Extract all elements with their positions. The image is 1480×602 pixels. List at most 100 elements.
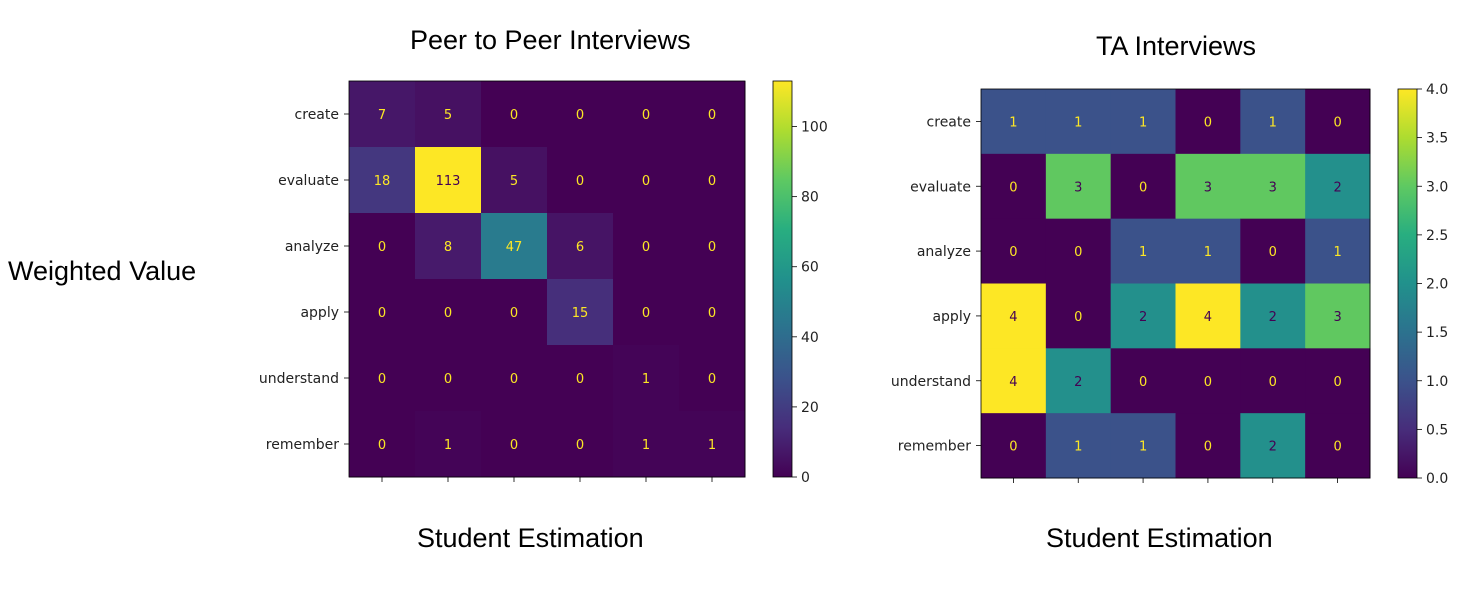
peer-cell-label-r3-c2: 0 (510, 306, 518, 321)
ta-cell-label-r0-c0: 1 (1009, 115, 1017, 130)
peer-cell-label-r3-c5: 0 (708, 306, 716, 321)
peer-colorbar-tick-label: 80 (801, 190, 819, 206)
peer-cell-r2-c5 (679, 213, 746, 280)
ta-cell-r4-c1 (1045, 348, 1112, 414)
peer-cell-r3-c2 (481, 279, 548, 346)
peer-cell-r5-c4 (613, 411, 680, 478)
ta-cell-r1-c0 (981, 153, 1047, 220)
ta-cell-label-r5-c1: 1 (1074, 440, 1082, 455)
ta-cell-r2-c0 (981, 218, 1047, 284)
peer-colorbar-tick-label: 100 (801, 120, 828, 136)
ta-cell-r1-c5 (1305, 153, 1371, 220)
ta-cell-label-r5-c4: 2 (1269, 440, 1277, 455)
peer-cell-label-r3-c1: 0 (444, 306, 452, 321)
ta-row-label-understand: understand (891, 374, 971, 390)
peer-cell-label-r4-c0: 0 (378, 372, 386, 387)
peer-cell-r1-c1 (415, 147, 482, 214)
peer-cell-r5-c3 (547, 411, 614, 478)
ta-cell-label-r2-c2: 1 (1139, 245, 1147, 260)
peer-cell-label-r4-c3: 0 (576, 372, 584, 387)
ta-cell-r3-c5 (1305, 283, 1371, 349)
peer-row-label-understand: understand (259, 371, 339, 387)
peer-cell-label-r0-c5: 0 (708, 108, 716, 123)
ta-colorbar (1397, 88, 1418, 479)
ta-colorbar-tick-label: 4.0 (1426, 82, 1448, 98)
ta-cell-label-r3-c3: 4 (1204, 310, 1212, 325)
peer-row-label-apply: apply (300, 305, 339, 321)
peer-cell-label-r0-c2: 0 (510, 108, 518, 123)
ta-cell-label-r2-c0: 0 (1009, 245, 1017, 260)
peer-cell-r0-c3 (547, 81, 614, 148)
peer-row-label-create: create (295, 107, 339, 123)
ta-row-label-apply: apply (932, 309, 971, 325)
ta-cell-r4-c4 (1240, 348, 1306, 414)
peer-cell-r2-c4 (613, 213, 680, 280)
peer-cell-r3-c5 (679, 279, 746, 346)
ta-cell-label-r3-c5: 3 (1333, 310, 1341, 325)
peer-cell-r1-c5 (679, 147, 746, 214)
ta-cell-r3-c2 (1110, 283, 1176, 349)
ta-cell-label-r0-c1: 1 (1074, 115, 1082, 130)
ta-cell-label-r4-c1: 2 (1074, 375, 1082, 390)
ta-cell-label-r0-c4: 1 (1269, 115, 1277, 130)
ta-cell-label-r5-c3: 0 (1204, 440, 1212, 455)
ta-cell-r3-c1 (1045, 283, 1112, 349)
peer-cell-label-r1-c0: 18 (374, 174, 391, 189)
peer-cell-r4-c0 (349, 345, 416, 412)
ta-cell-label-r5-c0: 0 (1009, 440, 1017, 455)
ta-colorbar-tick-label: 1.0 (1426, 374, 1448, 390)
ta-cell-label-r1-c1: 3 (1074, 180, 1082, 195)
ta-cell-label-r1-c5: 2 (1333, 180, 1341, 195)
ta-colorbar-tick-label: 0.0 (1426, 471, 1448, 487)
ta-cell-label-r4-c5: 0 (1333, 375, 1341, 390)
peer-cell-r4-c2 (481, 345, 548, 412)
peer-cell-label-r1-c3: 0 (576, 174, 584, 189)
ta-cell-r0-c4 (1240, 89, 1306, 155)
peer-colorbar-tick-label: 40 (801, 330, 819, 346)
shared-y-axis-label: Weighted Value (8, 256, 197, 286)
peer-cell-label-r1-c1: 113 (436, 174, 461, 189)
peer-plot-frame (348, 80, 746, 478)
peer-cell-r0-c0 (349, 81, 416, 148)
ta-cell-r1-c2 (1110, 153, 1176, 220)
peer-cell-r5-c1 (415, 411, 482, 478)
ta-colorbar-tick-label: 1.5 (1426, 325, 1448, 341)
ta-cell-label-r1-c2: 0 (1139, 180, 1147, 195)
ta-cell-label-r5-c5: 0 (1333, 440, 1341, 455)
ta-cell-label-r0-c3: 0 (1204, 115, 1212, 130)
peer-colorbar-tick-label: 0 (801, 470, 810, 486)
ta-cell-r5-c1 (1045, 413, 1112, 479)
peer-cell-label-r2-c1: 8 (444, 240, 452, 255)
peer-cell-r2-c3 (547, 213, 614, 280)
peer-cell-r1-c3 (547, 147, 614, 214)
peer-cell-label-r3-c3: 15 (572, 306, 589, 321)
peer-cell-label-r4-c5: 0 (708, 372, 716, 387)
ta-cell-label-r0-c5: 0 (1333, 115, 1341, 130)
peer-cell-r0-c5 (679, 81, 746, 148)
ta-cell-r5-c5 (1305, 413, 1371, 479)
peer-cell-label-r0-c1: 5 (444, 108, 452, 123)
ta-colorbar-tick-label: 3.5 (1426, 131, 1448, 147)
ta-cell-r4-c0 (981, 348, 1047, 414)
ta-colorbar-tick-label: 2.0 (1426, 277, 1448, 293)
ta-cell-r3-c4 (1240, 283, 1306, 349)
ta-heatmap: 1 1 1 0 1 0 0 3 0 3 3 2 0 0 1 1 0 1 4 0 2 4 2 3 4 2 0 0 0 0 0 1 1 0 2 0 crea… (891, 82, 1448, 487)
ta-cell-label-r0-c2: 1 (1139, 115, 1147, 130)
ta-cell-r2-c4 (1240, 218, 1306, 284)
ta-cell-r1-c4 (1240, 153, 1306, 220)
peer-row-label-analyze: analyze (285, 239, 339, 255)
peer-cell-r4-c1 (415, 345, 482, 412)
peer-cell-r2-c1 (415, 213, 482, 280)
peer-cell-label-r0-c4: 0 (642, 108, 650, 123)
ta-cell-r5-c0 (981, 413, 1047, 479)
peer-cell-label-r4-c2: 0 (510, 372, 518, 387)
ta-cell-label-r2-c5: 1 (1333, 245, 1341, 260)
peer-cell-r3-c4 (613, 279, 680, 346)
ta-colorbar-tick-label: 0.5 (1426, 422, 1448, 438)
peer-cell-label-r2-c4: 0 (642, 240, 650, 255)
peer-cell-r3-c3 (547, 279, 614, 346)
ta-cell-r1-c1 (1045, 153, 1112, 220)
peer-cell-label-r0-c3: 0 (576, 108, 584, 123)
peer-cell-label-r5-c5: 1 (708, 438, 716, 453)
